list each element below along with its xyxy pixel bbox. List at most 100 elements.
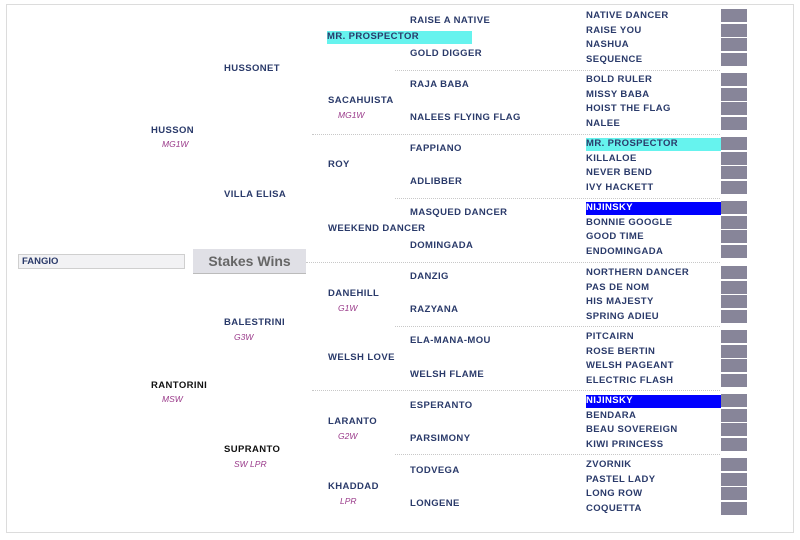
gen5-horse[interactable]: KILLALOE	[586, 152, 637, 164]
gen3-horse[interactable]: LARANTO	[328, 416, 378, 427]
gen5-horse[interactable]: GOOD TIME	[586, 231, 644, 242]
gen5-horse[interactable]: SPRING ADIEU	[586, 310, 660, 322]
gen5-horse[interactable]: BONNIE GOOGLE	[586, 216, 673, 228]
record-box[interactable]	[721, 38, 747, 51]
gen4-horse[interactable]: MASQUED DANCER	[410, 207, 508, 218]
record-box[interactable]	[721, 166, 747, 179]
record-box[interactable]	[721, 9, 747, 22]
gen5-horse[interactable]: HOIST THE FLAG	[586, 103, 671, 114]
record-box[interactable]	[721, 437, 747, 451]
record-box[interactable]	[721, 373, 747, 387]
record-box[interactable]	[721, 309, 747, 323]
separator	[395, 454, 720, 455]
gen2-horse[interactable]: SUPRANTO	[224, 444, 281, 455]
gen5-horse[interactable]: NORTHERN DANCER	[586, 267, 690, 278]
record-box[interactable]	[721, 266, 747, 279]
gen2-horse[interactable]: HUSSONET	[224, 63, 280, 74]
gen5-horse[interactable]: ZVORNIK	[586, 459, 632, 470]
gen5-horse[interactable]: PITCAIRN	[586, 331, 635, 342]
record-box[interactable]	[721, 423, 747, 436]
gen5-horse[interactable]: BOLD RULER	[586, 74, 653, 85]
gen3-horse[interactable]: WEEKEND DANCER	[328, 223, 426, 234]
gen5-horse[interactable]: NEVER BEND	[586, 167, 653, 178]
gen5-horse[interactable]: NALEE	[586, 117, 621, 129]
gen4-horse[interactable]: DANZIG	[410, 271, 449, 282]
gen4-horse[interactable]: RAJA BABA	[410, 79, 470, 90]
gen5-horse[interactable]: ROSE BERTIN	[586, 345, 656, 357]
gen4-horse[interactable]: ESPERANTO	[410, 400, 473, 411]
record-box[interactable]	[721, 394, 747, 407]
gen4-horse[interactable]: ELA-MANA-MOU	[410, 335, 491, 346]
gen4-horse[interactable]: ADLIBBER	[410, 176, 463, 187]
gen4-horse[interactable]: RAZYANA	[410, 304, 459, 315]
record-box[interactable]	[721, 487, 747, 500]
gen4-horse[interactable]: NALEES FLYING FLAG	[410, 112, 521, 123]
separator	[395, 198, 720, 199]
sire[interactable]: HUSSON	[151, 125, 195, 136]
record-box[interactable]	[721, 295, 747, 308]
record-box[interactable]	[721, 151, 747, 165]
record-box[interactable]	[721, 52, 747, 66]
record-box[interactable]	[721, 244, 747, 258]
gen4-horse[interactable]: FAPPIANO	[410, 143, 462, 154]
record-box[interactable]	[721, 180, 747, 194]
gen5-horse[interactable]: HIS MAJESTY	[586, 296, 654, 307]
gen2-horse[interactable]: VILLA ELISA	[224, 189, 287, 200]
gen5-horse[interactable]: ENDOMINGADA	[586, 245, 664, 257]
record-box[interactable]	[721, 344, 747, 358]
subject-horse[interactable]: FANGIO	[18, 254, 185, 269]
gen5-horse[interactable]: NIJINSKY	[586, 202, 721, 215]
record-box[interactable]	[721, 280, 747, 294]
gen5-horse[interactable]: IVY HACKETT	[586, 181, 654, 193]
gen2-note: G3W	[234, 332, 254, 342]
gen5-horse[interactable]: PAS DE NOM	[586, 281, 650, 293]
record-box[interactable]	[721, 501, 747, 515]
gen5-horse[interactable]: PASTEL LADY	[586, 473, 656, 485]
record-box[interactable]	[721, 116, 747, 130]
record-box[interactable]	[721, 458, 747, 471]
gen5-horse[interactable]: ELECTRIC FLASH	[586, 374, 674, 386]
record-box[interactable]	[721, 408, 747, 422]
gen5-horse[interactable]: LONG ROW	[586, 488, 643, 499]
gen5-horse[interactable]: NIJINSKY	[586, 395, 721, 408]
gen4-horse[interactable]: RAISE A NATIVE	[410, 15, 491, 26]
record-box[interactable]	[721, 330, 747, 343]
gen5-horse[interactable]: COQUETTA	[586, 502, 642, 514]
gen4-horse[interactable]: GOLD DIGGER	[410, 48, 482, 59]
dam[interactable]: RANTORINI	[151, 380, 208, 391]
gen5-horse[interactable]: BEAU SOVEREIGN	[586, 424, 678, 435]
gen5-horse[interactable]: KIWI PRINCESS	[586, 438, 664, 450]
gen5-horse[interactable]: MR. PROSPECTOR	[586, 138, 721, 151]
gen3-note: MG1W	[338, 110, 365, 120]
record-box[interactable]	[721, 102, 747, 115]
gen5-horse[interactable]: RAISE YOU	[586, 24, 642, 36]
record-box[interactable]	[721, 359, 747, 372]
stakes-wins-button[interactable]: Stakes Wins	[193, 249, 306, 274]
gen5-horse[interactable]: SEQUENCE	[586, 53, 643, 65]
gen5-horse[interactable]: NATIVE DANCER	[586, 10, 669, 21]
gen2-horse[interactable]: BALESTRINI	[224, 317, 285, 328]
record-box[interactable]	[721, 230, 747, 243]
record-box[interactable]	[721, 215, 747, 229]
gen3-horse[interactable]: SACAHUISTA	[328, 95, 394, 106]
gen3-horse[interactable]: WELSH LOVE	[328, 352, 395, 363]
record-box[interactable]	[721, 137, 747, 150]
record-box[interactable]	[721, 73, 747, 86]
gen3-horse-highlighted[interactable]: MR. PROSPECTOR	[327, 31, 472, 44]
gen3-horse[interactable]: DANEHILL	[328, 288, 380, 299]
record-box[interactable]	[721, 87, 747, 101]
gen3-horse[interactable]: KHADDAD	[328, 481, 379, 492]
gen4-horse[interactable]: PARSIMONY	[410, 433, 471, 444]
gen5-horse[interactable]: NASHUA	[586, 39, 630, 50]
gen4-horse[interactable]: DOMINGADA	[410, 240, 474, 251]
record-box[interactable]	[721, 23, 747, 37]
gen4-horse[interactable]: TODVEGA	[410, 465, 460, 476]
gen5-horse[interactable]: BENDARA	[586, 409, 637, 421]
gen5-horse[interactable]: MISSY BABA	[586, 88, 650, 100]
gen4-horse[interactable]: LONGENE	[410, 498, 460, 509]
record-box[interactable]	[721, 472, 747, 486]
gen3-horse[interactable]: ROY	[328, 159, 350, 170]
gen4-horse[interactable]: WELSH FLAME	[410, 369, 485, 380]
record-box[interactable]	[721, 201, 747, 214]
gen5-horse[interactable]: WELSH PAGEANT	[586, 360, 674, 371]
